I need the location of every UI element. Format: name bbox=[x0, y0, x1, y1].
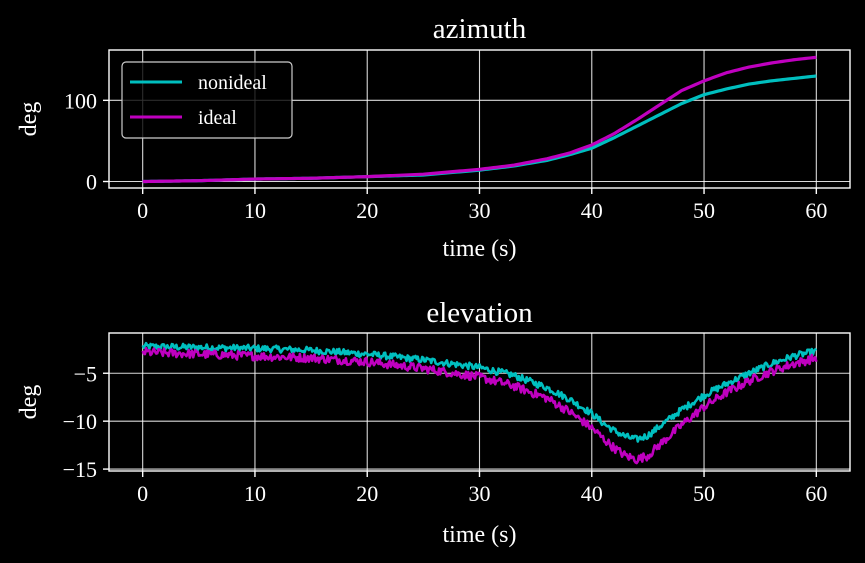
azimuth-series bbox=[142, 55, 817, 184]
elevation-xtick-label: 50 bbox=[693, 481, 715, 506]
legend: nonideal ideal bbox=[121, 61, 293, 139]
azimuth-xtick-label: 50 bbox=[693, 198, 715, 223]
elevation-ytick-label: −5 bbox=[74, 361, 97, 386]
elevation-series-nonideal bbox=[141, 341, 818, 443]
legend-label-nonideal: nonideal bbox=[198, 72, 267, 94]
azimuth-series-ideal bbox=[142, 55, 817, 184]
azimuth-title: azimuth bbox=[433, 13, 527, 45]
elevation-ylabel: deg bbox=[16, 385, 42, 420]
azimuth-xtick-label: 40 bbox=[581, 198, 603, 223]
elevation-ticks: 0 10 20 30 40 50 60 −5 −10 −15 bbox=[63, 361, 828, 506]
elevation-title: elevation bbox=[426, 297, 533, 329]
elevation-xtick-label: 40 bbox=[581, 481, 603, 506]
elevation-xtick-label: 30 bbox=[469, 481, 491, 506]
azimuth-xlabel: time (s) bbox=[443, 236, 517, 262]
azimuth-subplot: 0 10 20 30 40 50 60 0 100 azimuth time (s) deg n… bbox=[16, 13, 851, 262]
elevation-subplot: 0 10 20 30 40 50 60 −5 −10 −15 elevation time (s)… bbox=[16, 297, 851, 548]
legend-label-ideal: ideal bbox=[198, 107, 237, 129]
elevation-series-ideal bbox=[141, 346, 818, 465]
elevation-grid bbox=[109, 333, 850, 471]
elevation-xtick-label: 20 bbox=[356, 481, 378, 506]
elevation-xtick-label: 0 bbox=[137, 481, 148, 506]
elevation-xtick-label: 10 bbox=[244, 481, 266, 506]
azimuth-ticks: 0 10 20 30 40 50 60 0 100 bbox=[64, 88, 827, 223]
azimuth-xtick-label: 0 bbox=[137, 198, 148, 223]
elevation-series bbox=[141, 341, 818, 465]
azimuth-ytick-label: 100 bbox=[64, 88, 97, 113]
elevation-ytick-label: −10 bbox=[63, 409, 97, 434]
elevation-ytick-label: −15 bbox=[63, 457, 97, 482]
azimuth-xtick-label: 60 bbox=[805, 198, 827, 223]
elevation-xlabel: time (s) bbox=[443, 522, 517, 548]
elevation-xtick-label: 60 bbox=[805, 481, 827, 506]
azimuth-ytick-label: 0 bbox=[86, 170, 97, 195]
azimuth-xtick-label: 20 bbox=[356, 198, 378, 223]
azimuth-xtick-label: 30 bbox=[469, 198, 491, 223]
azimuth-xtick-label: 10 bbox=[244, 198, 266, 223]
azimuth-ylabel: deg bbox=[16, 102, 42, 137]
